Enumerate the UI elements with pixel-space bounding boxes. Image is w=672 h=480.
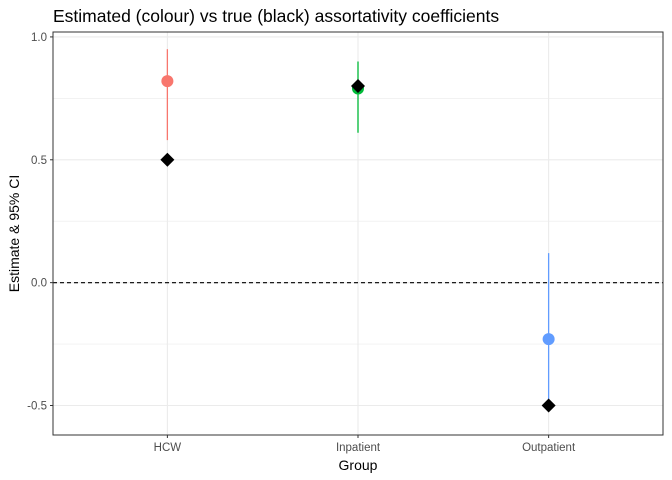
x-tick-label: Outpatient — [522, 442, 576, 454]
ci-layer — [166, 49, 550, 408]
y-tick-label: -0.5 — [27, 401, 47, 413]
estimate-point-outpatient — [542, 333, 555, 346]
true-point-outpatient — [541, 398, 556, 413]
y-axis-title: Estimate & 95% CI — [6, 175, 22, 293]
true-point-inpatient — [351, 79, 365, 94]
chart-title: Estimated (colour) vs true (black) assor… — [53, 6, 500, 26]
y-tick-label: 0.5 — [31, 155, 47, 167]
x-tick-label: Inpatient — [336, 442, 381, 454]
x-tick-label: HCW — [154, 442, 182, 454]
axis-layer: -0.5 0.0 0.5 1.0 HCW Inpatient Outpatient — [27, 32, 576, 454]
true-point-hcw — [160, 152, 175, 167]
estimate-point-hcw — [161, 75, 174, 88]
y-tick-label: 0.0 — [31, 278, 47, 290]
true-value-layer — [160, 79, 556, 413]
x-axis-title: Group — [339, 457, 378, 473]
y-tick-label: 1.0 — [31, 32, 47, 44]
